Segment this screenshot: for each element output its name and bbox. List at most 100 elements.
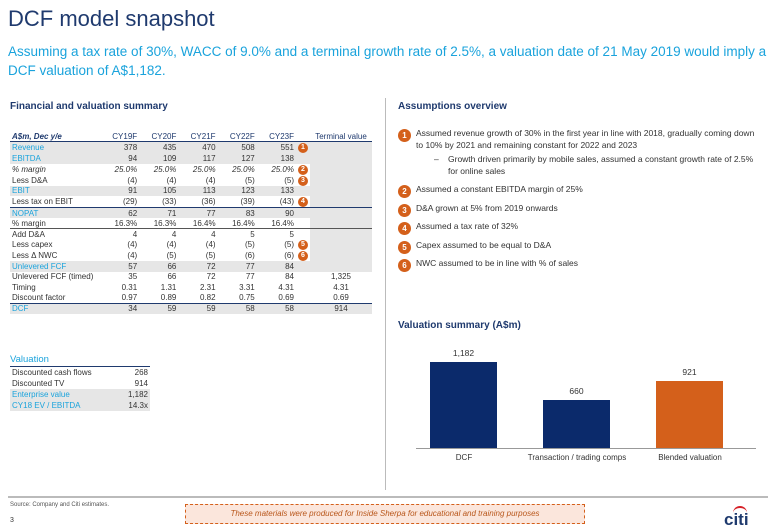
badge-cell: 2 — [296, 164, 310, 175]
valuation-label: Enterprise value — [10, 389, 119, 400]
cell-value: 71 — [139, 207, 179, 218]
assumptions-heading: Assumptions overview — [398, 101, 507, 112]
valuation-label: CY18 EV / EBITDA — [10, 400, 119, 411]
cell-value: 77 — [178, 207, 218, 218]
cell-value: 25.0% — [192, 164, 216, 174]
table-row: EBIT 91 105 113 123 133 — [10, 185, 372, 196]
data-label: 921 — [682, 366, 697, 377]
cell-value: 59 — [178, 302, 218, 314]
cell-value: 138 — [256, 153, 296, 164]
valuation-table: Discounted cash flows 268 Discounted TV 914… — [10, 367, 150, 411]
badge-cell — [296, 207, 310, 218]
cell-value: (4) — [127, 240, 138, 249]
note-badge: 2 — [298, 164, 308, 175]
row-label: DCF — [10, 302, 100, 314]
financial-summary-heading: Financial and valuation summary — [10, 101, 168, 112]
cell-value: 83 — [217, 207, 257, 218]
cell-value: 77 — [245, 272, 255, 282]
category-label: Blended valuation — [658, 453, 722, 462]
valuation-bar-chart: 1,182 DCF 660 Transaction / trading comps 92… — [398, 340, 758, 490]
x-axis-line — [416, 448, 756, 449]
badge-cell — [296, 185, 310, 196]
cell-value: 72 — [178, 261, 218, 272]
assumption-item: 1 Assumed revenue growth of 30% in the fi… — [398, 128, 758, 177]
cell-value: 25.0% — [153, 164, 177, 174]
cell-value: (5) — [205, 251, 216, 260]
badge-cell: 4 — [296, 196, 310, 208]
terminal-value: 4.31 — [333, 282, 349, 292]
row-label: % margin — [12, 164, 46, 174]
cell-value: (6) — [284, 251, 294, 260]
cell-value: 58 — [217, 302, 257, 314]
valuation-value: 1,182 — [118, 389, 150, 400]
cell-value: 58 — [256, 302, 296, 314]
data-label: 1,182 — [452, 348, 475, 358]
assumption-text: Assumed a tax rate of 32% — [416, 221, 519, 231]
cell-value: (5) — [166, 251, 177, 260]
assumption-item: 5 Capex assumed to be equal to D&A — [398, 239, 758, 254]
disclaimer-banner: These materials were produced for Inside… — [185, 504, 585, 524]
cell-value: 94 — [100, 153, 140, 164]
valuation-row: Enterprise value 1,182 — [10, 389, 150, 400]
cell-value: 0.75 — [239, 293, 255, 302]
assumptions-list: 1 Assumed revenue growth of 30% in the fi… — [398, 128, 758, 277]
cell-value: 84 — [285, 272, 294, 282]
cell-value: 25.0% — [271, 164, 294, 174]
badge-cell — [296, 218, 310, 229]
cell-value: (4) — [166, 175, 177, 185]
cell-value: 5 — [217, 228, 257, 239]
terminal-value: 914 — [310, 302, 372, 314]
column-header: CY20F — [139, 131, 179, 142]
cell-value: 59 — [139, 302, 179, 314]
badge-cell — [296, 293, 310, 304]
cell-value: 133 — [256, 185, 296, 196]
valuation-section: Valuation Discounted cash flows 268 Discou… — [10, 354, 150, 411]
terminal-value — [310, 196, 372, 208]
assumption-item: 2 Assumed a constant EBITDA margin of 25% — [398, 184, 758, 198]
cell-value: 34 — [100, 302, 140, 314]
terminal-value: 0.69 — [333, 293, 349, 302]
row-label: % margin — [12, 218, 46, 228]
badge-cell: 6 — [296, 250, 310, 261]
row-label: Less Δ NWC — [12, 251, 58, 260]
cell-value: 66 — [167, 272, 177, 282]
column-header: CY21F — [178, 131, 218, 142]
terminal-value — [310, 153, 372, 164]
cell-value: 77 — [217, 261, 257, 272]
note-badge: 4 — [298, 197, 308, 207]
chart-title: Valuation summary (A$m) — [398, 320, 521, 331]
terminal-value — [310, 163, 372, 175]
column-header: Terminal value — [310, 131, 372, 142]
cell-value: 16.4% — [271, 218, 294, 228]
badge-cell — [296, 282, 310, 293]
cell-value: 470 — [178, 141, 218, 153]
number-badge: 5 — [398, 240, 411, 254]
cell-value: (5) — [284, 240, 294, 249]
row-label: EBITDA — [10, 153, 100, 164]
cell-value: 5 — [256, 228, 296, 239]
table-row: Less Δ NWC (4) (5) (5) (6) (6) 6 — [10, 250, 372, 261]
badge-cell — [296, 302, 310, 314]
data-label: 660 — [569, 385, 584, 396]
cell-value: (39) — [240, 197, 255, 206]
cell-value: (4) — [205, 175, 216, 185]
cell-value: (6) — [244, 251, 255, 260]
terminal-value — [310, 239, 372, 250]
category-label: Transaction / trading comps — [527, 453, 627, 462]
cell-value: 25.0% — [232, 164, 255, 174]
assumption-item: 6 NWC assumed to be in line with % of sal… — [398, 258, 758, 272]
terminal-value — [310, 207, 372, 218]
bar-0 — [430, 362, 497, 448]
badge-cell — [296, 272, 310, 283]
note-badge: 3 — [298, 175, 308, 186]
table-row: Less capex (4) (4) (4) (5) (5) 5 — [10, 239, 372, 250]
number-badge: 1 — [398, 129, 411, 142]
table-row: % margin 25.0% 25.0% 25.0% 25.0% 25.0% 2 — [10, 163, 372, 175]
row-label: Less D&A — [12, 175, 48, 185]
badge-cell — [296, 131, 310, 142]
terminal-value — [310, 174, 372, 186]
section-divider — [385, 98, 386, 490]
number-badge: 4 — [398, 222, 411, 235]
table-row: Less tax on EBIT (29) (33) (36) (39) (43) 4 — [10, 196, 372, 208]
assumption-text: Capex assumed to be equal to D&A — [416, 239, 552, 250]
